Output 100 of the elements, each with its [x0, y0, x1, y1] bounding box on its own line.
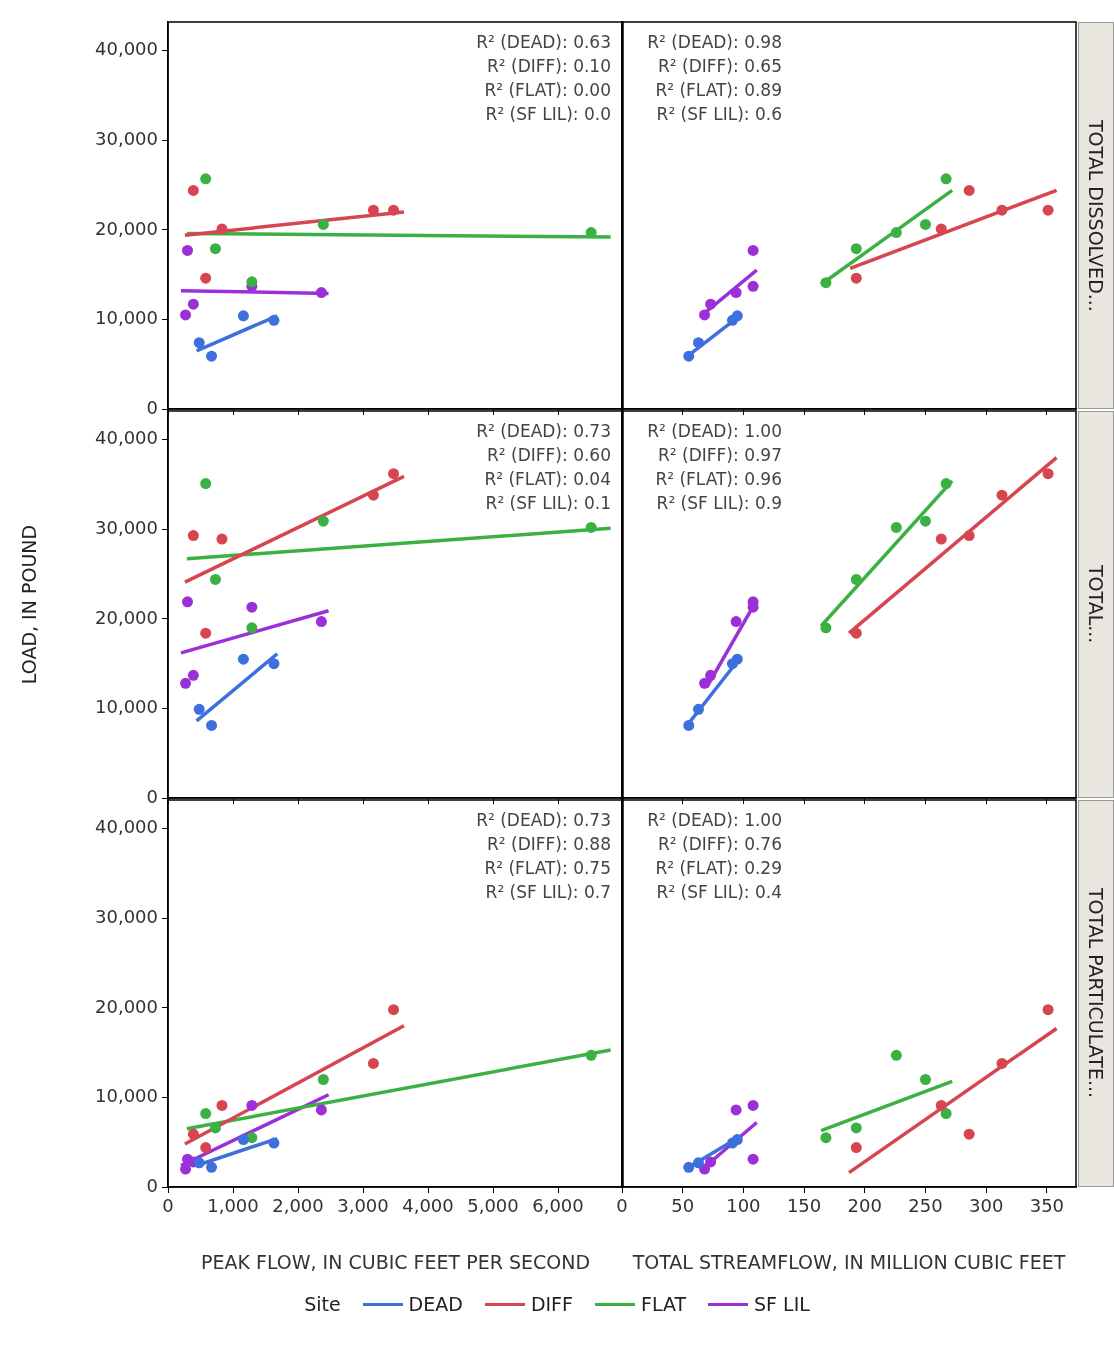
annotation: R² (FLAT): 0.04 — [484, 469, 611, 489]
annotation: R² (DIFF): 0.10 — [487, 56, 611, 76]
annotation: R² (FLAT): 0.29 — [655, 858, 782, 878]
point — [747, 1099, 759, 1111]
legend-label: FLAT — [640, 1293, 687, 1315]
y-tick-label: 40,000 — [95, 816, 158, 838]
x-tick-label: 3,000 — [337, 1195, 389, 1217]
point — [940, 173, 952, 185]
y2-axis-title: TOTAL PARTICULATE... — [1085, 888, 1107, 1099]
point — [940, 1108, 952, 1120]
point — [388, 468, 400, 480]
x-tick-label: 150 — [786, 1195, 822, 1217]
annotation: R² (DEAD): 0.63 — [476, 32, 611, 52]
point — [315, 1104, 327, 1116]
annotation: R² (DIFF): 0.60 — [487, 445, 611, 465]
point — [890, 521, 902, 533]
point — [193, 337, 205, 349]
point — [890, 1049, 902, 1061]
point — [1042, 468, 1054, 480]
point — [820, 277, 832, 289]
x-tick-label: 0 — [616, 1195, 628, 1217]
x-tick-label: 5,000 — [467, 1195, 519, 1217]
y-tick-label: 10,000 — [95, 307, 158, 329]
point — [935, 223, 947, 235]
point — [216, 533, 228, 545]
y-tick-label: 20,000 — [95, 995, 158, 1017]
point — [730, 616, 742, 628]
x-tick-label: 2,000 — [272, 1195, 324, 1217]
y-tick-label: 0 — [146, 1174, 158, 1196]
point — [935, 1099, 947, 1111]
annotation: R² (SF LIL): 0.4 — [656, 882, 782, 902]
point — [187, 669, 199, 681]
point — [963, 530, 975, 542]
annotation: R² (FLAT): 0.00 — [484, 80, 611, 100]
point — [850, 1142, 862, 1154]
point — [200, 173, 212, 185]
y-axis-title: LOAD, IN POUND — [18, 524, 41, 685]
point — [182, 244, 193, 256]
point — [731, 1134, 743, 1146]
point — [187, 1128, 199, 1140]
x-tick-label: 4,000 — [402, 1195, 454, 1217]
point — [699, 677, 711, 689]
y-tick-label: 30,000 — [95, 905, 158, 927]
point — [850, 573, 862, 585]
x-tick-label: 350 — [1029, 1195, 1065, 1217]
point — [963, 1128, 975, 1140]
point — [315, 287, 327, 299]
y-tick-label: 10,000 — [95, 696, 158, 718]
point — [200, 627, 212, 639]
y-tick-label: 30,000 — [95, 516, 158, 538]
point — [187, 298, 199, 310]
point — [216, 1099, 228, 1111]
point — [193, 703, 205, 715]
point — [963, 184, 975, 196]
point — [692, 703, 704, 715]
point — [367, 489, 379, 501]
legend-label: SF LIL — [754, 1293, 810, 1315]
annotation: R² (DIFF): 0.76 — [658, 834, 782, 854]
point — [246, 1099, 258, 1111]
point — [180, 1163, 192, 1175]
point — [890, 227, 902, 239]
point — [246, 622, 258, 634]
annotation: R² (DEAD): 1.00 — [647, 421, 782, 441]
point — [705, 669, 717, 681]
x-axis-title: PEAK FLOW, IN CUBIC FEET PER SECOND — [200, 1250, 591, 1273]
y-tick-label: 20,000 — [95, 606, 158, 628]
x-tick-label: 50 — [671, 1195, 695, 1217]
point — [268, 314, 280, 326]
point — [747, 1153, 759, 1165]
y-tick-label: 30,000 — [95, 127, 158, 149]
point — [699, 309, 711, 321]
point — [246, 276, 258, 288]
point — [935, 533, 947, 545]
annotation: R² (DEAD): 0.73 — [476, 421, 611, 441]
point — [730, 1104, 742, 1116]
point — [705, 298, 717, 310]
point — [940, 478, 952, 490]
point — [315, 616, 327, 628]
point — [996, 1057, 1008, 1069]
point — [180, 309, 192, 321]
annotation: R² (DIFF): 0.88 — [487, 834, 611, 854]
x-axis-title: TOTAL STREAMFLOW, IN MILLION CUBIC FEET — [631, 1250, 1066, 1273]
point — [919, 218, 931, 230]
point — [692, 1157, 704, 1169]
point — [730, 287, 742, 299]
point — [200, 478, 212, 490]
point — [268, 1137, 280, 1149]
annotation: R² (DEAD): 0.98 — [647, 32, 782, 52]
point — [850, 627, 862, 639]
point — [388, 1004, 400, 1016]
point — [1042, 1004, 1054, 1016]
point — [200, 1142, 212, 1154]
point — [747, 244, 759, 256]
y-tick-label: 40,000 — [95, 38, 158, 60]
point — [919, 515, 931, 527]
annotation: R² (DEAD): 0.73 — [476, 810, 611, 830]
point — [996, 489, 1008, 501]
y-tick-label: 0 — [146, 785, 158, 807]
y-tick-label: 40,000 — [95, 427, 158, 449]
point — [850, 243, 862, 255]
